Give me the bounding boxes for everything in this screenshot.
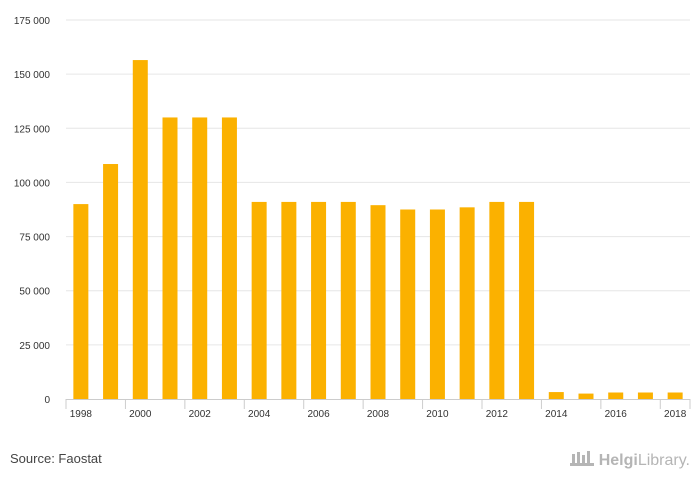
bar <box>281 201 297 399</box>
y-tick-label: 100 000 <box>14 178 51 189</box>
library-logo-icon <box>569 449 595 472</box>
bar-chart: 0 25 000 50 000 75 000 100 000 125 000 150 000… <box>14 16 691 420</box>
bar <box>311 201 327 399</box>
bar <box>192 117 208 399</box>
helgi-library-logo: HelgiLibrary. <box>569 449 690 472</box>
x-tick-label: 2002 <box>189 409 212 420</box>
bar <box>251 201 267 399</box>
bar <box>489 201 505 399</box>
bar <box>578 393 594 399</box>
x-tick-label: 2018 <box>664 409 687 420</box>
bar <box>132 60 148 400</box>
bar <box>162 117 178 399</box>
bar <box>429 209 445 399</box>
bar <box>103 164 119 399</box>
y-tick-label: 0 <box>44 395 50 406</box>
brand-name: Helgi <box>598 451 638 469</box>
y-tick-label: 175 000 <box>14 16 51 27</box>
x-tick-label: 2010 <box>426 409 449 420</box>
x-tick-label: 2016 <box>605 409 628 420</box>
bar <box>637 392 653 399</box>
x-tick-label: 2004 <box>248 409 271 420</box>
bar <box>73 204 89 399</box>
bar <box>608 392 624 399</box>
bar <box>459 207 475 399</box>
x-tick-label: 2000 <box>129 409 152 420</box>
bar <box>370 205 386 399</box>
x-tick-label: 1998 <box>70 409 93 420</box>
brand-suffix: Library. <box>637 451 690 469</box>
bar <box>548 392 564 399</box>
y-tick-label: 150 000 <box>14 70 51 81</box>
bar <box>221 117 237 399</box>
bar <box>340 201 356 399</box>
x-tick-label: 2006 <box>307 409 330 420</box>
bar <box>400 209 416 399</box>
bar <box>667 392 683 399</box>
y-tick-label: 25 000 <box>19 341 50 352</box>
y-tick-label: 125 000 <box>14 124 51 135</box>
x-tick-label: 2012 <box>486 409 509 420</box>
source-label: Source: Faostat <box>10 451 102 466</box>
bar <box>519 201 535 399</box>
x-tick-label: 2014 <box>545 409 568 420</box>
x-tick-label: 2008 <box>367 409 390 420</box>
y-tick-label: 50 000 <box>19 287 50 298</box>
y-tick-label: 75 000 <box>19 233 50 244</box>
